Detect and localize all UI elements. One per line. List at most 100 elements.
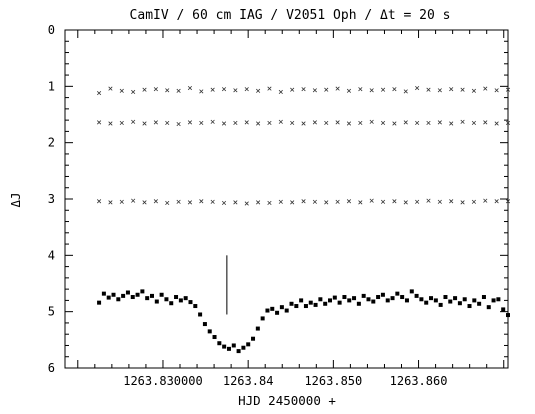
comparison-star-point bbox=[415, 199, 420, 204]
comparison-star-point bbox=[494, 88, 499, 93]
comparison-star-point bbox=[176, 121, 181, 127]
comparison-star-point bbox=[256, 88, 261, 93]
y-tick-label: 6 bbox=[48, 361, 55, 375]
target-star-point bbox=[337, 300, 342, 305]
comparison-star-point bbox=[176, 199, 181, 204]
x-tick-label: 1263.830000 bbox=[123, 374, 202, 388]
comparison-star-point bbox=[199, 120, 204, 126]
comparison-star-point bbox=[290, 120, 295, 126]
target-star-point bbox=[506, 313, 510, 318]
comparison-star-point bbox=[210, 119, 215, 124]
target-star-point bbox=[202, 322, 207, 327]
target-star-point bbox=[121, 293, 126, 298]
target-star-point bbox=[303, 304, 308, 309]
comparison-star-point bbox=[380, 199, 386, 204]
comparison-star-point bbox=[153, 120, 158, 125]
comparison-star-point bbox=[312, 199, 317, 204]
comparison-star-point bbox=[437, 88, 442, 93]
comparison-star-point bbox=[505, 199, 511, 204]
comparison-star-point bbox=[267, 200, 272, 206]
comparison-star-point bbox=[244, 87, 249, 92]
comparison-star-point bbox=[256, 121, 261, 126]
target-star-point bbox=[164, 297, 169, 302]
target-star-point bbox=[270, 306, 275, 311]
comparison-star-point bbox=[346, 199, 352, 204]
comparison-star-point bbox=[358, 87, 363, 92]
comparison-star-point bbox=[96, 91, 102, 96]
target-star-point bbox=[481, 295, 486, 300]
target-star-point bbox=[284, 308, 289, 313]
comparison-star-point bbox=[369, 119, 374, 124]
comparison-star-point bbox=[108, 86, 113, 91]
target-star-point bbox=[371, 299, 376, 304]
comparison-star-point bbox=[96, 120, 102, 125]
comparison-star-point bbox=[335, 86, 340, 91]
comparison-star-point bbox=[142, 200, 147, 205]
x-tick-label: 1263.860 bbox=[390, 374, 448, 388]
target-star-point bbox=[323, 301, 328, 306]
comparison-star-point bbox=[221, 200, 227, 206]
target-star-point bbox=[265, 308, 270, 313]
comparison-star-point bbox=[278, 89, 283, 95]
comparison-star-point bbox=[494, 121, 499, 126]
target-star-point bbox=[236, 349, 241, 354]
comparison-star-point bbox=[301, 199, 306, 204]
comparison-star-point bbox=[290, 200, 295, 205]
chart-title: CamIV / 60 cm IAG / V2051 Oph / Δt = 20 … bbox=[130, 8, 451, 23]
comparison-star-point bbox=[403, 120, 408, 125]
y-tick-label: 5 bbox=[48, 305, 55, 319]
comparison-star-point bbox=[108, 121, 113, 126]
target-star-point bbox=[361, 293, 366, 298]
target-star-point bbox=[453, 296, 458, 301]
target-star-point bbox=[140, 289, 145, 294]
target-star-point bbox=[212, 335, 217, 340]
comparison-star-point bbox=[165, 88, 170, 93]
target-star-point bbox=[356, 301, 361, 306]
target-star-point bbox=[275, 310, 280, 315]
comparison-star-point bbox=[142, 121, 147, 126]
comparison-star-point bbox=[301, 87, 306, 92]
target-star-point bbox=[400, 295, 405, 300]
comparison-star-point bbox=[369, 198, 374, 203]
comparison-star-point bbox=[131, 89, 136, 95]
target-star-point bbox=[486, 305, 491, 310]
target-star-point bbox=[217, 341, 222, 346]
comparison-star-point bbox=[392, 121, 397, 126]
target-star-point bbox=[169, 301, 174, 306]
comparison-star-point bbox=[426, 87, 431, 92]
target-star-point bbox=[130, 295, 135, 300]
comparison-star-point bbox=[460, 87, 465, 92]
target-star-point bbox=[125, 290, 130, 295]
comparison-star-point bbox=[290, 87, 295, 92]
comparison-star-point bbox=[358, 120, 363, 126]
y-tick-label: 4 bbox=[48, 248, 55, 262]
target-star-point bbox=[380, 292, 385, 297]
comparison-star-point bbox=[324, 87, 329, 92]
comparison-star-point bbox=[415, 85, 420, 91]
target-star-point bbox=[448, 299, 453, 304]
target-star-point bbox=[231, 343, 236, 348]
target-star-point bbox=[188, 300, 193, 305]
comparison-star-point bbox=[210, 199, 215, 204]
target-star-point bbox=[327, 298, 332, 303]
comparison-star-point bbox=[346, 121, 352, 126]
target-star-point bbox=[111, 292, 116, 297]
comparison-star-point bbox=[335, 120, 340, 125]
target-star-point bbox=[251, 336, 256, 341]
target-star-point bbox=[438, 302, 443, 307]
target-star-point bbox=[419, 297, 424, 302]
target-star-point bbox=[159, 292, 164, 297]
comparison-star-point bbox=[165, 200, 170, 206]
axis-ticks bbox=[65, 29, 508, 369]
comparison-star-point bbox=[221, 121, 227, 126]
target-star-point bbox=[226, 346, 231, 351]
comparison-star-point bbox=[324, 200, 329, 205]
target-star-point bbox=[260, 316, 265, 321]
comparison-star-point bbox=[165, 120, 170, 126]
y-tick-label: 3 bbox=[48, 192, 55, 206]
x-tick-label: 1263.84 bbox=[223, 374, 274, 388]
target-star-point bbox=[477, 301, 482, 306]
comparison-star-point bbox=[96, 199, 102, 204]
comparison-star-point bbox=[335, 199, 340, 204]
